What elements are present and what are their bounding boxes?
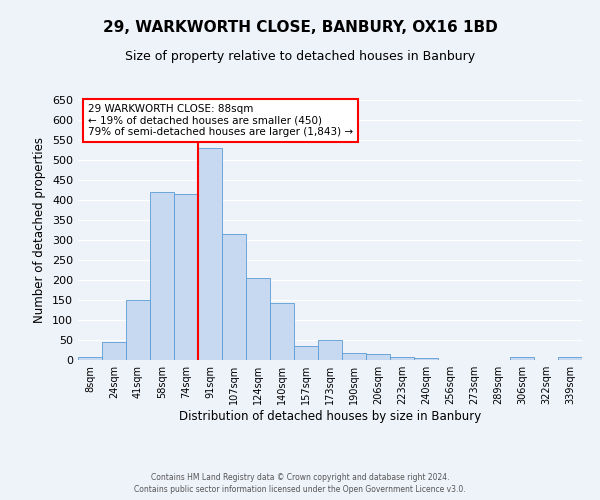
Bar	[342, 353, 366, 360]
Text: 29, WARKWORTH CLOSE, BANBURY, OX16 1BD: 29, WARKWORTH CLOSE, BANBURY, OX16 1BD	[103, 20, 497, 35]
Bar	[102, 342, 126, 360]
Bar	[414, 358, 438, 360]
Text: Contains HM Land Registry data © Crown copyright and database right 2024.: Contains HM Land Registry data © Crown c…	[151, 472, 449, 482]
Bar	[246, 278, 270, 360]
Bar	[318, 340, 342, 360]
Bar	[294, 346, 318, 360]
Y-axis label: Number of detached properties: Number of detached properties	[34, 137, 46, 323]
Bar	[198, 148, 222, 360]
Text: Size of property relative to detached houses in Banbury: Size of property relative to detached ho…	[125, 50, 475, 63]
Text: Contains public sector information licensed under the Open Government Licence v3: Contains public sector information licen…	[134, 485, 466, 494]
Bar	[174, 194, 198, 360]
Bar	[222, 234, 246, 360]
Bar	[510, 357, 534, 360]
Text: 29 WARKWORTH CLOSE: 88sqm
← 19% of detached houses are smaller (450)
79% of semi: 29 WARKWORTH CLOSE: 88sqm ← 19% of detac…	[88, 104, 353, 137]
Bar	[366, 354, 390, 360]
Bar	[150, 192, 174, 360]
Bar	[390, 357, 414, 360]
Bar	[270, 303, 294, 360]
Bar	[558, 357, 582, 360]
X-axis label: Distribution of detached houses by size in Banbury: Distribution of detached houses by size …	[179, 410, 481, 423]
Bar	[78, 357, 102, 360]
Bar	[126, 300, 150, 360]
